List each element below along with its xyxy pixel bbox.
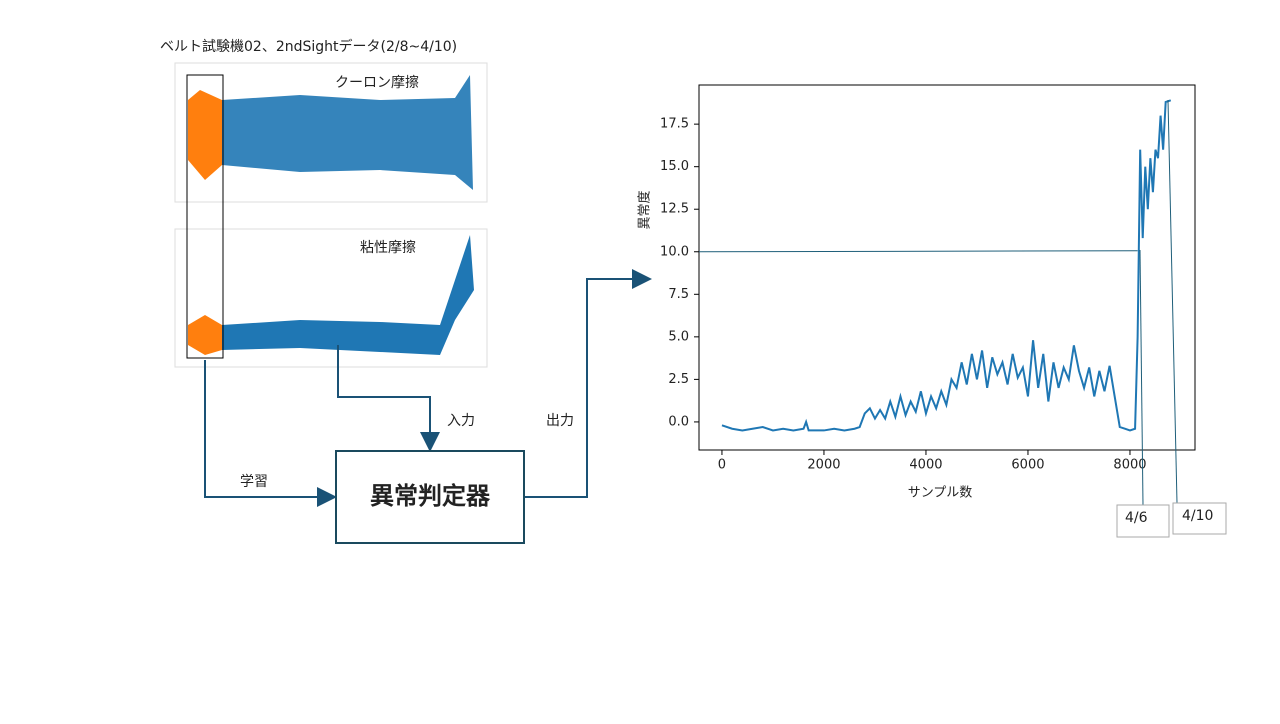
thumbnail-top: クーロン摩擦 [174,62,488,203]
x-tick-label: 8000 [1113,458,1146,473]
y-tick-label: 7.5 [668,287,689,302]
thumbnail-bottom: 粘性摩擦 [174,228,488,368]
detector-box [335,450,525,544]
x-tick-label: 0 [718,458,726,473]
annotations: 4/6 4/10 [1116,99,1227,538]
arrows [204,269,652,507]
x-tick-label: 4000 [909,458,942,473]
y-tick-label: 10.0 [660,244,689,259]
x-tick-label: 6000 [1011,458,1044,473]
y-tick-label: 15.0 [660,159,689,174]
threshold-line [698,250,1138,253]
bottom-label: 粘性摩擦 [360,239,416,256]
learn-label: 学習 [240,474,268,490]
y-tick-label: 5.0 [668,329,689,344]
chart: 異常度 サンプル数 0 2000 4000 6000 8000 0.0 2.5 5.0 7.5 1… [637,84,1196,501]
detector-label: 異常判定器 [370,482,491,510]
selection-box [186,74,224,359]
annotation-end: 4/10 [1182,508,1213,524]
x-axis-title: サンプル数 [908,486,973,501]
y-tick-label: 0.0 [668,414,689,429]
y-tick-label: 17.5 [660,117,689,132]
top-label: クーロン摩擦 [335,74,419,91]
output-label: 出力 [546,413,574,429]
x-tick-label: 2000 [807,458,840,473]
y-tick-label: 12.5 [660,202,689,217]
data-line [721,99,1172,432]
y-tick-label: 2.5 [668,372,689,387]
annotation-start: 4/6 [1125,510,1148,526]
slide-title: ベルト試験機02、2ndSightデータ(2/8~4/10) [160,38,457,55]
plot-frame [698,84,1196,451]
y-axis-title: 異常度 [637,190,653,229]
input-label: 入力 [447,413,475,429]
